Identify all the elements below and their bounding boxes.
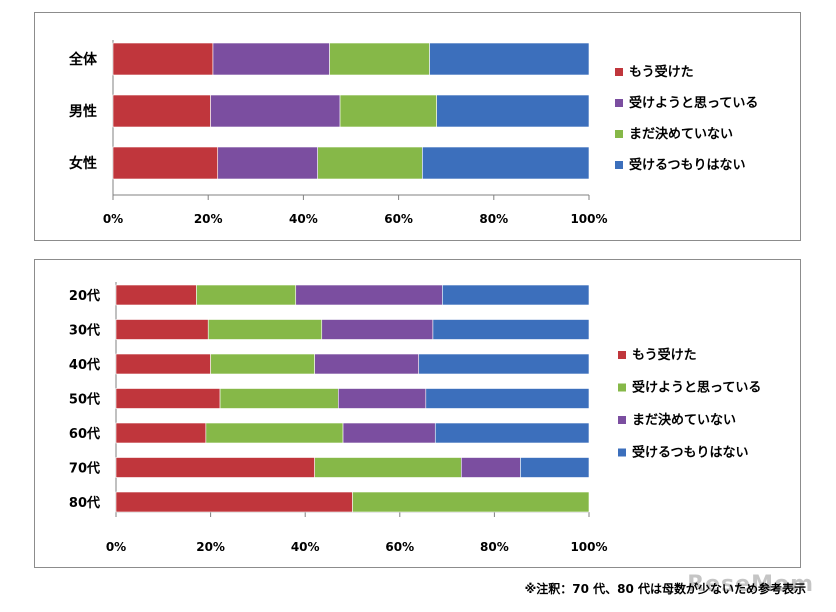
bar-segment <box>115 491 353 513</box>
watermark-logo: ReseMom <box>687 572 814 597</box>
legend-swatch <box>615 68 623 76</box>
category-label: 30代 <box>69 323 100 339</box>
bar-segment <box>210 94 341 128</box>
bar-segment <box>212 42 330 76</box>
bar-segment <box>115 457 315 478</box>
bar-segment <box>460 457 521 478</box>
x-tick-label: 80% <box>479 212 508 226</box>
legend-swatch <box>618 383 626 392</box>
legend-swatch <box>618 416 626 424</box>
bar-segment <box>329 42 430 76</box>
x-tick-label: 100% <box>570 212 607 226</box>
bar-segment <box>115 284 197 306</box>
legend-swatch <box>615 161 623 169</box>
bar-segment <box>205 422 344 444</box>
bar-segment <box>112 94 211 128</box>
x-tick-label: 80% <box>480 540 509 554</box>
bar-segment <box>442 284 590 306</box>
category-label: 男性 <box>69 103 97 120</box>
bar-segment <box>425 388 590 409</box>
x-tick-label: 60% <box>385 540 414 554</box>
bar-segment <box>219 388 339 409</box>
bar-segment <box>115 422 207 444</box>
legend-swatch <box>618 448 626 457</box>
legend-swatch <box>615 99 623 107</box>
chart-panel-overall: 0% 20% 40% 60% 80% 100% 全体男性女性 もう受けた受けようと思っているま… <box>34 12 801 241</box>
category-label: 80代 <box>69 495 100 511</box>
bar-segment <box>115 319 209 340</box>
bar-segment <box>196 284 297 306</box>
x-tick-label: 40% <box>291 540 320 554</box>
x-tick-label: 100% <box>570 540 607 554</box>
category-label: 20代 <box>69 288 100 304</box>
category-label: 全体 <box>68 51 98 68</box>
x-tick-label: 20% <box>194 212 223 226</box>
bar-segment <box>422 146 590 180</box>
bar-segment <box>314 457 462 478</box>
bar-segment <box>207 319 323 340</box>
bar-segment <box>314 353 420 375</box>
category-label: 40代 <box>69 357 100 373</box>
bar-segment <box>339 94 437 128</box>
x-tick-label: 40% <box>289 212 318 226</box>
bar-segment <box>217 146 318 180</box>
bar-segment <box>418 353 590 375</box>
bar-segment <box>429 42 590 76</box>
legend-label: もう受けた <box>629 64 694 80</box>
chart-panel-age: 0% 20% 40% 60% 80% 100% 20代 30代 40代 50代 60代 70代 80代 も… <box>34 259 801 568</box>
bar-segment <box>317 146 423 180</box>
bar-segment <box>520 457 590 478</box>
x-tick-label: 20% <box>196 540 225 554</box>
category-label: 60代 <box>69 426 100 442</box>
bar-segment <box>112 42 214 76</box>
legend-label: まだ決めていない <box>629 126 733 142</box>
footnote: ※注釈：70 代、80 代は母数が少ないため参考表示 <box>524 582 806 596</box>
legend-label: 受けようと思っている <box>632 380 761 396</box>
bar-segment <box>321 319 434 340</box>
bar-segment <box>434 422 590 444</box>
bar-segment <box>432 319 590 340</box>
bar-segment <box>342 422 436 444</box>
category-label: 50代 <box>69 392 100 408</box>
x-tick-label: 0% <box>106 540 126 554</box>
bar-segment <box>295 284 443 306</box>
legend-label: まだ決めていない <box>632 412 736 428</box>
legend-label: もう受けた <box>632 347 697 363</box>
bar-segment <box>112 146 219 180</box>
bar-segment <box>210 353 315 375</box>
legend-label: 受けるつもりはない <box>632 445 748 461</box>
bar-segment <box>338 388 427 409</box>
category-label: 70代 <box>69 461 100 477</box>
bar-segment <box>352 491 590 513</box>
legend-label: 受けるつもりはない <box>629 157 745 173</box>
bar-segment <box>115 388 221 409</box>
x-tick-label: 0% <box>103 212 123 226</box>
legend-swatch <box>615 130 623 138</box>
bar-segment <box>115 353 211 375</box>
x-tick-label: 60% <box>384 212 413 226</box>
legend-swatch <box>618 351 626 359</box>
chart-age-svg: 0% 20% 40% 60% 80% 100% 20代 30代 40代 50代 60代 70代 80代 も… <box>69 282 761 554</box>
category-label: 女性 <box>69 155 97 172</box>
legend-label: 受けようと思っている <box>629 95 758 111</box>
bar-segment <box>436 94 590 128</box>
